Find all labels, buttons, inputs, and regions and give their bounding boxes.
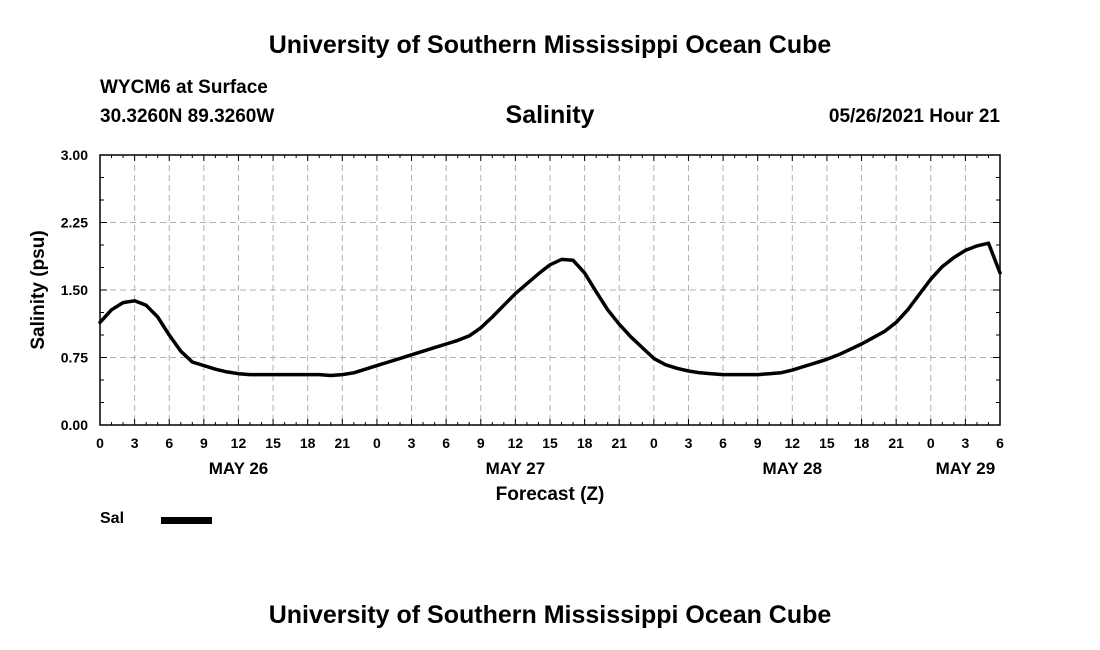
footer-title: University of Southern Mississippi Ocean… (268, 601, 832, 629)
y-axis-label: Salinity (psu) (28, 230, 49, 349)
timestamp-label: 05/26/2021 Hour 21 (828, 106, 1000, 127)
header-title: University of Southern Mississippi Ocean… (268, 31, 832, 59)
x-tick-label: 12 (508, 435, 524, 451)
x-tick-label: 0 (650, 435, 658, 451)
coordinates-label: 30.3260N 89.3260W (100, 106, 275, 127)
x-tick-label: 12 (231, 435, 247, 451)
x-tick-label: 18 (300, 435, 316, 451)
legend-swatch (161, 517, 212, 524)
day-label: MAY 29 (936, 459, 996, 478)
x-tick-label: 3 (131, 435, 139, 451)
x-tick-label: 18 (854, 435, 870, 451)
x-tick-label: 15 (265, 435, 281, 451)
y-tick-label: 0.00 (61, 417, 88, 433)
y-tick-label: 0.75 (61, 350, 88, 366)
chart-title: Salinity (505, 101, 595, 129)
x-axis-label: Forecast (Z) (496, 484, 605, 505)
x-tick-label: 6 (442, 435, 450, 451)
legend-label: Sal (100, 510, 125, 527)
x-tick-label: 15 (819, 435, 835, 451)
x-tick-label: 18 (577, 435, 593, 451)
day-label: MAY 26 (209, 459, 269, 478)
x-tick-label: 21 (611, 435, 627, 451)
x-tick-label: 21 (335, 435, 351, 451)
x-tick-label: 0 (927, 435, 935, 451)
x-tick-label: 9 (477, 435, 485, 451)
x-tick-label: 3 (408, 435, 416, 451)
series-line-sal (98, 241, 1002, 378)
station-label: WYCM6 at Surface (100, 77, 268, 98)
x-tick-label: 3 (685, 435, 693, 451)
x-tick-label: 6 (719, 435, 727, 451)
x-tick-label: 9 (200, 435, 208, 451)
x-tick-label: 3 (961, 435, 969, 451)
x-tick-label: 6 (165, 435, 173, 451)
day-label: MAY 27 (486, 459, 546, 478)
x-tick-label: 21 (888, 435, 904, 451)
x-tick-label: 0 (373, 435, 381, 451)
plot-frame (99, 154, 1001, 426)
x-tick-label: 9 (754, 435, 762, 451)
x-tick-label: 12 (785, 435, 801, 451)
y-tick-label: 1.50 (61, 282, 88, 298)
day-label: MAY 28 (763, 459, 823, 478)
y-tick-label: 2.25 (61, 215, 88, 231)
x-tick-label: 0 (96, 435, 104, 451)
x-tick-label: 15 (542, 435, 558, 451)
x-tick-label: 6 (996, 435, 1004, 451)
y-tick-label: 3.00 (61, 147, 88, 163)
